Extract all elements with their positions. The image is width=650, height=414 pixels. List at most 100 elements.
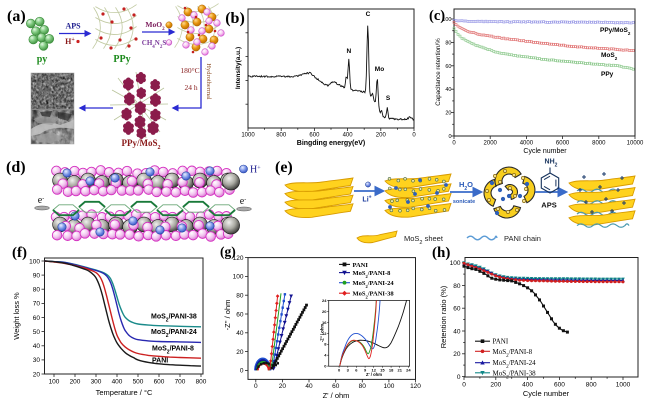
svg-text:PPy: PPy bbox=[113, 54, 130, 65]
svg-text:800: 800 bbox=[586, 382, 597, 389]
svg-text:C: C bbox=[366, 11, 371, 18]
svg-text:-Z'' / ohm: -Z'' / ohm bbox=[320, 324, 325, 343]
svg-text:100: 100 bbox=[29, 258, 40, 265]
svg-text:(e): (e) bbox=[275, 159, 293, 176]
svg-text:PANI: PANI bbox=[493, 338, 509, 346]
svg-text:20: 20 bbox=[445, 111, 451, 117]
svg-text:200: 200 bbox=[376, 133, 387, 139]
svg-text:NH2: NH2 bbox=[545, 159, 558, 169]
svg-text:(d): (d) bbox=[6, 159, 26, 176]
svg-text:4000: 4000 bbox=[520, 141, 534, 147]
svg-text:MoS2/PANI-8: MoS2/PANI-8 bbox=[493, 348, 533, 359]
svg-text:200: 200 bbox=[490, 382, 501, 389]
svg-text:PPy/MoS2: PPy/MoS2 bbox=[122, 138, 161, 151]
svg-text:40: 40 bbox=[236, 330, 244, 337]
svg-text:Z' / ohm: Z' / ohm bbox=[323, 391, 350, 400]
svg-text:12: 12 bbox=[322, 331, 327, 336]
svg-text:800: 800 bbox=[196, 379, 207, 386]
svg-text:24: 24 bbox=[406, 368, 411, 373]
svg-text:0: 0 bbox=[324, 364, 327, 369]
svg-text:Temperature / °C: Temperature / °C bbox=[96, 388, 153, 397]
svg-text:800: 800 bbox=[276, 133, 287, 139]
svg-text:H+: H+ bbox=[250, 165, 261, 176]
svg-text:PANI: PANI bbox=[152, 358, 168, 365]
svg-text:PPy: PPy bbox=[601, 71, 614, 78]
svg-text:600: 600 bbox=[154, 379, 165, 386]
svg-text:2000: 2000 bbox=[484, 141, 498, 147]
svg-text:MoS2/PANI-24: MoS2/PANI-24 bbox=[353, 280, 395, 289]
svg-text:50: 50 bbox=[33, 329, 41, 336]
svg-text:24 h: 24 h bbox=[184, 83, 197, 92]
svg-text:MoS2/PANI-24: MoS2/PANI-24 bbox=[493, 359, 537, 370]
svg-text:20: 20 bbox=[453, 351, 461, 358]
svg-text:Capacitance retention/%: Capacitance retention/% bbox=[435, 38, 442, 106]
svg-text:400: 400 bbox=[343, 133, 354, 139]
svg-text:S: S bbox=[386, 95, 391, 102]
svg-text:90: 90 bbox=[33, 272, 41, 279]
svg-text:e-: e- bbox=[240, 196, 246, 207]
svg-text:120: 120 bbox=[410, 383, 421, 390]
svg-text:0: 0 bbox=[338, 368, 341, 373]
svg-text:APS: APS bbox=[65, 22, 81, 31]
svg-text:APS: APS bbox=[541, 201, 556, 210]
svg-text:20: 20 bbox=[236, 349, 244, 356]
svg-text:40: 40 bbox=[445, 87, 451, 93]
svg-text:Li+: Li+ bbox=[362, 195, 371, 204]
svg-text:py: py bbox=[37, 54, 48, 65]
svg-text:(g): (g) bbox=[220, 244, 236, 259]
svg-text:Bingding energy(eV): Bingding energy(eV) bbox=[297, 140, 365, 147]
svg-text:N: N bbox=[346, 48, 351, 55]
svg-text:0: 0 bbox=[457, 374, 461, 381]
svg-text:3: 3 bbox=[347, 368, 350, 373]
svg-text:0: 0 bbox=[412, 133, 416, 139]
svg-text:Mo: Mo bbox=[375, 66, 384, 73]
svg-text:0: 0 bbox=[448, 134, 451, 140]
svg-text:(b): (b) bbox=[225, 10, 245, 27]
svg-text:60: 60 bbox=[33, 315, 41, 322]
svg-text:70: 70 bbox=[33, 301, 41, 308]
svg-text:1000: 1000 bbox=[241, 133, 255, 139]
svg-text:9: 9 bbox=[364, 368, 367, 373]
svg-text:(f): (f) bbox=[12, 245, 27, 261]
svg-text:Hydrothermal: Hydrothermal bbox=[205, 63, 212, 100]
svg-text:CH4N2S: CH4N2S bbox=[142, 39, 167, 50]
svg-text:700: 700 bbox=[175, 379, 186, 386]
svg-text:600: 600 bbox=[309, 133, 320, 139]
svg-text:0: 0 bbox=[462, 382, 466, 389]
svg-text:80: 80 bbox=[445, 40, 451, 46]
svg-text:10000: 10000 bbox=[627, 141, 644, 147]
svg-text:20: 20 bbox=[322, 309, 327, 314]
svg-text:(c): (c) bbox=[429, 8, 445, 24]
svg-text:Z' / ohm: Z' / ohm bbox=[366, 372, 382, 377]
svg-text:MoS2/PANI-38: MoS2/PANI-38 bbox=[353, 291, 395, 300]
svg-text:MoS2: MoS2 bbox=[601, 52, 618, 61]
svg-text:6000: 6000 bbox=[556, 141, 570, 147]
svg-text:40: 40 bbox=[33, 343, 41, 350]
svg-text:(h): (h) bbox=[432, 245, 450, 261]
svg-text:H+: H+ bbox=[65, 37, 75, 46]
svg-text:300: 300 bbox=[91, 379, 102, 386]
svg-text:180°C: 180°C bbox=[180, 66, 199, 75]
svg-text:15: 15 bbox=[380, 368, 385, 373]
svg-text:80: 80 bbox=[236, 293, 244, 300]
svg-text:MoS2/PANI-8: MoS2/PANI-8 bbox=[353, 270, 392, 279]
svg-text:MoS2/PANI-24: MoS2/PANI-24 bbox=[151, 329, 197, 339]
svg-text:PPy/MoS2: PPy/MoS2 bbox=[600, 27, 631, 36]
svg-text:100: 100 bbox=[442, 17, 451, 23]
svg-text:4: 4 bbox=[324, 353, 327, 358]
svg-text:120: 120 bbox=[233, 255, 244, 262]
svg-text:MoO2: MoO2 bbox=[145, 20, 165, 32]
svg-text:600: 600 bbox=[554, 382, 565, 389]
svg-text:18: 18 bbox=[389, 368, 394, 373]
svg-text:6: 6 bbox=[355, 368, 358, 373]
svg-text:Cycle number: Cycle number bbox=[523, 148, 567, 155]
svg-text:PANI chain: PANI chain bbox=[504, 234, 541, 243]
svg-text:60: 60 bbox=[332, 383, 340, 390]
svg-text:0: 0 bbox=[240, 368, 244, 375]
svg-text:40: 40 bbox=[453, 328, 461, 335]
svg-text:100: 100 bbox=[450, 260, 461, 267]
svg-text:-Z'' / ohm: -Z'' / ohm bbox=[223, 300, 232, 331]
svg-text:60: 60 bbox=[236, 311, 244, 318]
svg-text:MoS2/PANI-38: MoS2/PANI-38 bbox=[151, 314, 197, 324]
svg-text:100: 100 bbox=[49, 379, 60, 386]
